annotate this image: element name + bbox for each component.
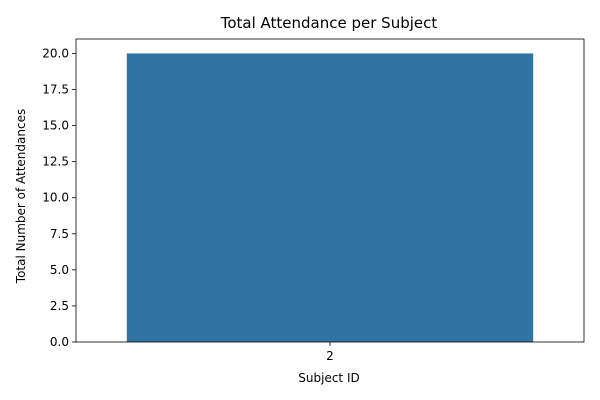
y-tick-label: 2.5 — [50, 299, 69, 313]
y-tick-label: 15.0 — [42, 119, 69, 133]
y-axis-label: Total Number of Attendances — [14, 109, 28, 284]
y-tick-label: 12.5 — [42, 155, 69, 169]
y-tick-label: 5.0 — [50, 263, 69, 277]
x-tick-label: 2 — [326, 349, 334, 363]
x-axis-label: Subject ID — [298, 371, 359, 385]
plot-area: 20.02.55.07.510.012.515.017.520.0 — [42, 38, 585, 363]
plot-frame — [75, 38, 585, 343]
y-tick-label: 10.0 — [42, 191, 69, 205]
bar-2 — [126, 53, 534, 343]
chart-title: Total Attendance per Subject — [220, 14, 438, 32]
y-tick-label: 20.0 — [42, 46, 69, 60]
y-tick-label: 7.5 — [50, 227, 69, 241]
y-tick-label: 17.5 — [42, 83, 69, 97]
y-tick-label: 0.0 — [50, 335, 69, 349]
